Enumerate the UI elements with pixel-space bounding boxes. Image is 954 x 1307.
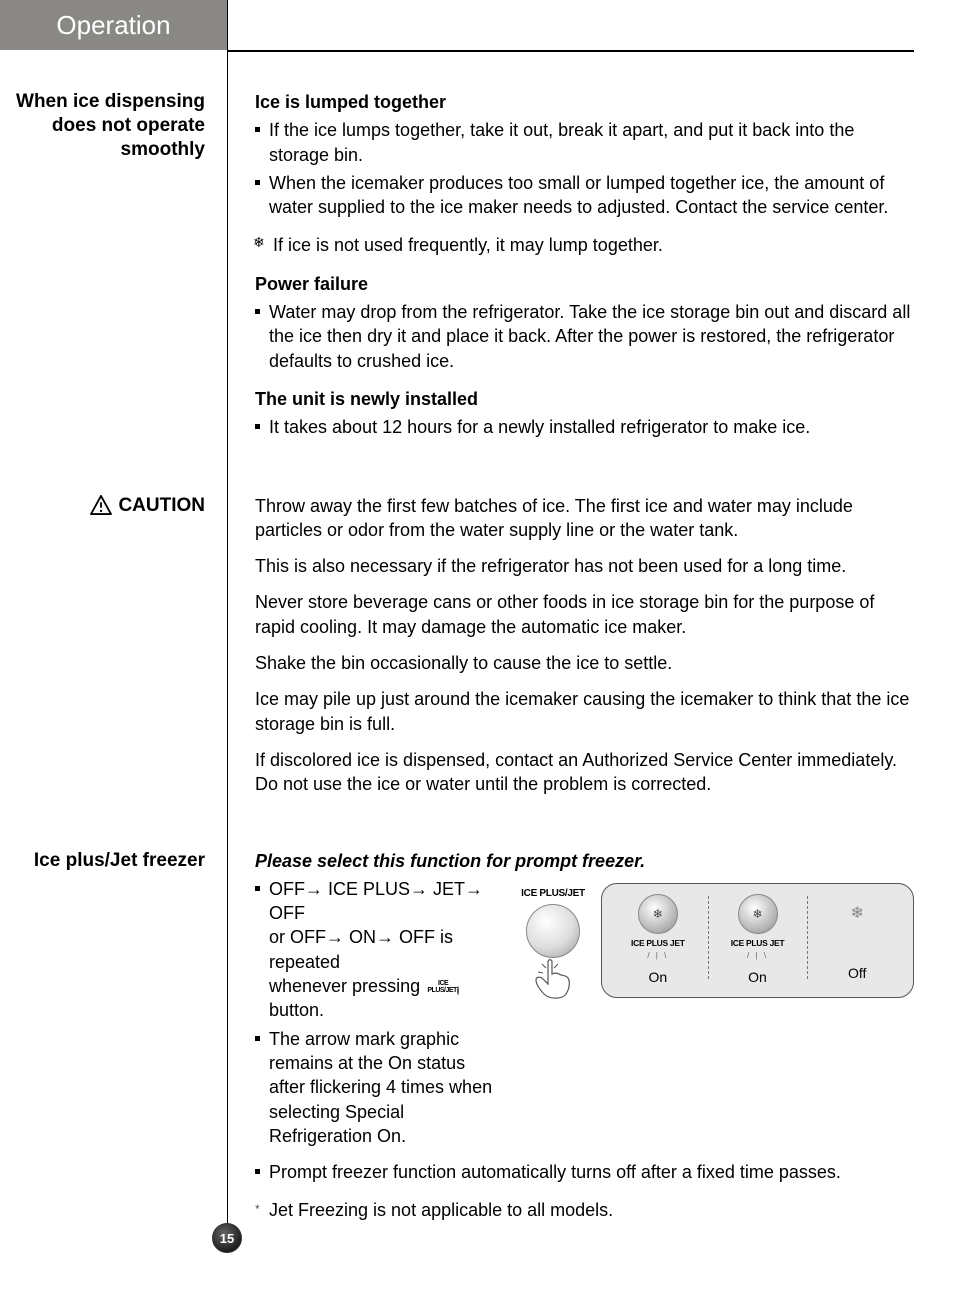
page-content: When ice dispensing does not operate smo…: [0, 90, 914, 1227]
iceplus-row: OFF→ ICE PLUS→ JET→ OFF or OFF→ ON→ OFF …: [255, 877, 914, 1152]
snowflake-note: If ice is not used frequently, it may lu…: [255, 233, 914, 257]
state-indicator: [807, 934, 907, 945]
snowflake-off-icon: ❄: [807, 894, 907, 934]
page-number-badge: 15: [212, 1223, 242, 1253]
state-indicator: ICE PLUS JET: [708, 938, 808, 949]
swirl-icon: ❄: [638, 894, 678, 934]
panel-button-caption: ICE PLUS/JET: [513, 887, 593, 901]
section-body: Throw away the first few batches of ice.…: [227, 494, 914, 809]
subheading-new: The unit is newly installed: [255, 387, 914, 411]
inline-button-caption: ICE PLUS/JET: [427, 980, 456, 994]
section-label: CAUTION: [0, 494, 227, 809]
bullet-item: When the icemaker produces too small or …: [255, 171, 914, 220]
panel-state-on-2: ❄ ICE PLUS JET / | \ On: [708, 894, 808, 992]
bullet-item: The arrow mark graphic remains at the On…: [255, 1027, 495, 1148]
caution-para: If discolored ice is dispensed, contact …: [255, 748, 914, 797]
caution-para: Never store beverage cans or other foods…: [255, 590, 914, 639]
bullet-item: Prompt freezer function automatically tu…: [255, 1160, 914, 1184]
header-title: Operation: [56, 10, 170, 41]
warning-icon: [90, 495, 112, 515]
header-rule: [227, 50, 914, 52]
section-label: When ice dispensing does not operate smo…: [0, 90, 227, 454]
panel-state-off: ❄ Off: [807, 894, 907, 992]
inline-button-circle: [457, 986, 459, 995]
finger-press-icon: [513, 958, 593, 998]
caution-para: This is also necessary if the refrigerat…: [255, 554, 914, 578]
state-ticks: [807, 947, 907, 958]
page-number: 15: [220, 1231, 234, 1246]
inline-button-icon: ICE PLUS/JET: [425, 980, 461, 994]
iceplus-text-col: OFF→ ICE PLUS→ JET→ OFF or OFF→ ON→ OFF …: [255, 877, 495, 1152]
bullet-item: Water may drop from the refrigerator. Ta…: [255, 300, 914, 373]
state-label: Off: [807, 964, 907, 983]
swirl-icon: ❄: [738, 894, 778, 934]
caution-para: Throw away the first few batches of ice.…: [255, 494, 914, 543]
panel-states: ❄ ICE PLUS JET / | \ On ❄ ICE PLUS JET /…: [601, 883, 914, 999]
state-label: On: [708, 968, 808, 987]
subheading-power: Power failure: [255, 272, 914, 296]
seq-line-2: or OFF→ ON→ OFF is repeated: [269, 927, 453, 971]
control-panel-figure: ICE PLUS/JET ❄ ICE PLUS JET: [513, 883, 914, 999]
panel-button-icon: [526, 904, 580, 958]
bullet-list: Prompt freezer function automatically tu…: [255, 1160, 914, 1184]
section-ice-dispensing: When ice dispensing does not operate smo…: [0, 90, 914, 454]
panel-state-on-1: ❄ ICE PLUS JET / | \ On: [608, 894, 708, 992]
caution-para: Ice may pile up just around the icemaker…: [255, 687, 914, 736]
section-body: Ice is lumped together If the ice lumps …: [227, 90, 914, 454]
bullet-list: It takes about 12 hours for a newly inst…: [255, 415, 914, 439]
panel-button-col: ICE PLUS/JET: [513, 883, 593, 999]
lead-line: Please select this function for prompt f…: [255, 849, 914, 873]
state-label: On: [608, 968, 708, 987]
header-tab: Operation: [0, 0, 227, 50]
section-body: Please select this function for prompt f…: [227, 849, 914, 1223]
asterisk-note: Jet Freezing is not applicable to all mo…: [255, 1198, 914, 1222]
subheading-lumped: Ice is lumped together: [255, 90, 914, 114]
section-iceplus: Ice plus/Jet freezer Please select this …: [0, 849, 914, 1223]
state-ticks: / | \: [608, 951, 708, 962]
section-caution: CAUTION Throw away the first few batches…: [0, 494, 914, 809]
state-ticks: / | \: [708, 951, 808, 962]
section-label: Ice plus/Jet freezer: [0, 849, 227, 1223]
bullet-item: OFF→ ICE PLUS→ JET→ OFF or OFF→ ON→ OFF …: [255, 877, 495, 1023]
caution-para: Shake the bin occasionally to cause the …: [255, 651, 914, 675]
state-indicator: ICE PLUS JET: [608, 938, 708, 949]
bullet-item: It takes about 12 hours for a newly inst…: [255, 415, 914, 439]
seq-line-1: OFF→ ICE PLUS→ JET→ OFF: [269, 879, 483, 923]
bullet-item: If the ice lumps together, take it out, …: [255, 118, 914, 167]
seq-line-3a: whenever pressing: [269, 976, 420, 996]
bullet-list: OFF→ ICE PLUS→ JET→ OFF or OFF→ ON→ OFF …: [255, 877, 495, 1148]
caution-text: CAUTION: [118, 494, 205, 518]
seq-line-3b: button.: [269, 1000, 324, 1020]
bullet-list: If the ice lumps together, take it out, …: [255, 118, 914, 219]
bullet-list: Water may drop from the refrigerator. Ta…: [255, 300, 914, 373]
